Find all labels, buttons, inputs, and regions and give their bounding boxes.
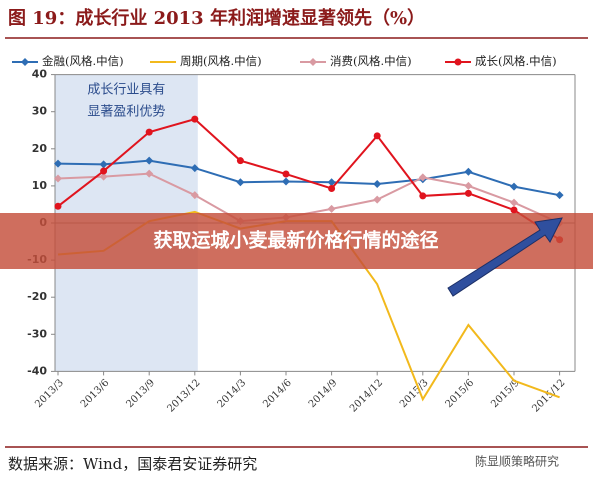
y-tick-label: -20 [27,290,47,303]
annotation: 成长行业具有 [87,83,165,98]
data-point [282,177,290,186]
data-point [100,167,108,175]
data-point [464,189,472,197]
data-point [419,192,427,200]
y-tick-label: 30 [32,105,48,118]
banner-text[interactable]: 获取运城小麦最新价格行情的途径 [153,229,438,252]
legend-label: 成长(风格.中信) [475,54,557,68]
legend-label: 金融(风格.中信) [42,54,124,68]
data-point [510,182,518,191]
legend-label: 消费(风格.中信) [330,54,412,68]
data-point [555,191,564,200]
data-point [236,157,244,165]
data-point [99,172,108,181]
data-point [373,132,381,140]
x-tick-label: 2014/9 [307,378,340,411]
data-point [54,159,62,168]
data-point [190,164,199,173]
chart-title: 图 19：成长行业 2013 年利润增速显著领先（%） [8,7,425,29]
data-point [190,191,199,200]
data-point [236,178,245,187]
data-point [282,170,290,178]
data-point [373,195,382,204]
data-point [327,204,336,213]
data-point [510,206,518,214]
x-tick-label: 2015/6 [444,378,477,411]
watermark: 陈显顺策略研究 [475,454,559,469]
x-tick-label: 2014/12 [348,378,385,415]
data-point [54,202,62,210]
data-point [145,128,153,136]
data-point [145,169,154,178]
data-point [54,174,62,183]
y-tick-label: 10 [32,179,48,192]
y-tick-label: -30 [27,327,47,340]
data-point [464,167,473,176]
arrow [447,217,563,297]
data-point [464,181,473,190]
data-point [418,173,427,182]
y-tick-label: 40 [32,68,48,81]
x-tick-label: 2015/12 [530,378,567,415]
data-point [191,115,199,123]
source: 数据来源：Wind，国泰君安证券研究 [8,455,257,473]
data-point [145,156,154,165]
x-tick-label: 2014/3 [216,378,249,411]
series-line [57,118,561,241]
data-point [510,198,518,207]
data-point [328,184,336,192]
y-tick-label: 20 [32,142,48,155]
legend-label: 周期(风格.中信) [180,54,262,68]
data-point [373,180,382,189]
x-tick-label: 2014/6 [261,378,294,411]
data-point [99,160,108,169]
annotation: 显著盈利优势 [87,104,165,120]
legend-marker [309,58,317,66]
data-point [327,178,336,187]
legend-marker [454,58,462,66]
x-tick-label: 2013/3 [33,378,66,411]
x-tick-label: 2013/12 [166,378,203,415]
y-tick-label: -40 [27,364,47,377]
legend-marker [21,58,29,66]
x-tick-label: 2013/9 [124,378,157,411]
x-tick-label: 2013/6 [79,378,112,411]
